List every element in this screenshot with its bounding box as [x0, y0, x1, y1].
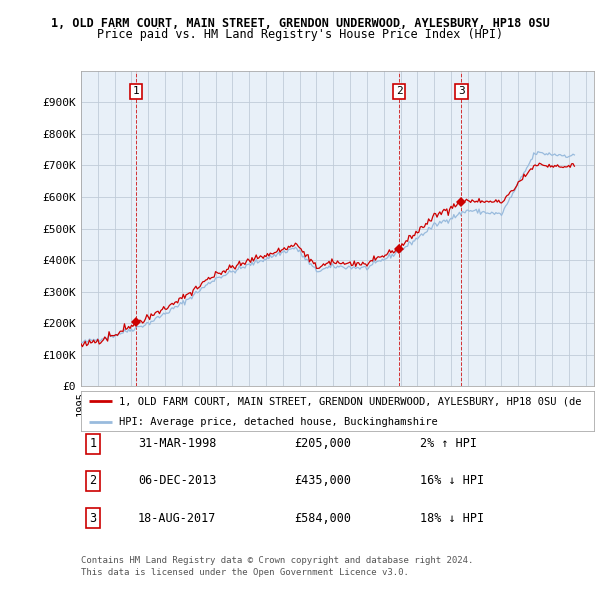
- Text: 1, OLD FARM COURT, MAIN STREET, GRENDON UNDERWOOD, AYLESBURY, HP18 0SU: 1, OLD FARM COURT, MAIN STREET, GRENDON …: [50, 17, 550, 30]
- Text: This data is licensed under the Open Government Licence v3.0.: This data is licensed under the Open Gov…: [81, 568, 409, 576]
- Text: £435,000: £435,000: [294, 474, 351, 487]
- Text: 2: 2: [89, 474, 97, 487]
- Text: 1, OLD FARM COURT, MAIN STREET, GRENDON UNDERWOOD, AYLESBURY, HP18 0SU (de: 1, OLD FARM COURT, MAIN STREET, GRENDON …: [119, 396, 582, 407]
- Text: Price paid vs. HM Land Registry's House Price Index (HPI): Price paid vs. HM Land Registry's House …: [97, 28, 503, 41]
- Text: 18% ↓ HPI: 18% ↓ HPI: [420, 512, 484, 525]
- Text: £584,000: £584,000: [294, 512, 351, 525]
- Text: 31-MAR-1998: 31-MAR-1998: [138, 437, 217, 450]
- Text: 3: 3: [458, 86, 465, 96]
- Text: 3: 3: [89, 512, 97, 525]
- Text: 2% ↑ HPI: 2% ↑ HPI: [420, 437, 477, 450]
- Text: 18-AUG-2017: 18-AUG-2017: [138, 512, 217, 525]
- Text: 1: 1: [89, 437, 97, 450]
- Text: 2: 2: [396, 86, 403, 96]
- Text: Contains HM Land Registry data © Crown copyright and database right 2024.: Contains HM Land Registry data © Crown c…: [81, 556, 473, 565]
- Text: 1: 1: [132, 86, 139, 96]
- Text: HPI: Average price, detached house, Buckinghamshire: HPI: Average price, detached house, Buck…: [119, 417, 438, 427]
- Text: 06-DEC-2013: 06-DEC-2013: [138, 474, 217, 487]
- Text: £205,000: £205,000: [294, 437, 351, 450]
- Text: 16% ↓ HPI: 16% ↓ HPI: [420, 474, 484, 487]
